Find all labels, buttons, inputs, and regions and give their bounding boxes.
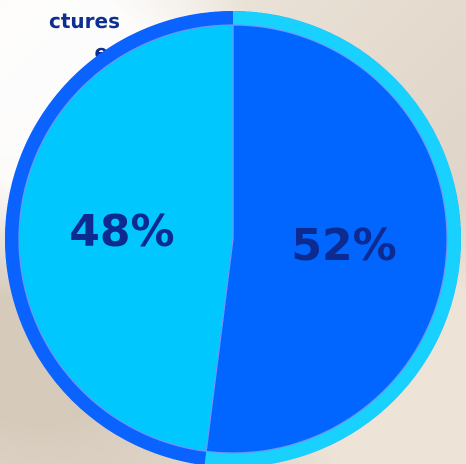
pie-slice-52 — [205, 24, 448, 454]
pie-label-48: 48% — [69, 206, 174, 257]
pie-label-52: 52% — [291, 220, 396, 271]
pie-slice-48 — [18, 24, 234, 452]
